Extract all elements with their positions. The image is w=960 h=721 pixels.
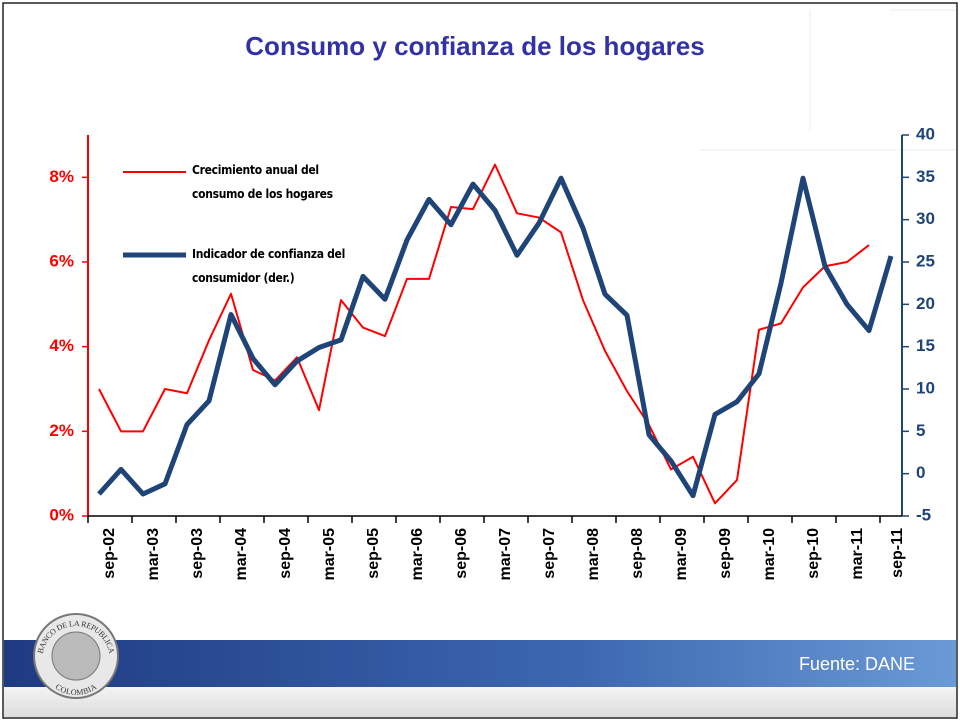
x-tick-label: mar-10	[761, 528, 778, 581]
y2-tick-label: 40	[916, 124, 935, 143]
x-tick-label: mar-08	[585, 528, 602, 581]
series-line	[97, 175, 894, 499]
chart-title: Consumo y confianza de los hogares	[245, 31, 704, 61]
y2-tick-label: 30	[916, 209, 935, 228]
y2-tick-label: 15	[916, 336, 935, 355]
x-tick-label: sep-11	[889, 528, 906, 578]
x-tick-label: sep-04	[277, 528, 294, 579]
legend-label: Indicador de confianza del consumidor (d…	[192, 247, 345, 285]
legend-label: Crecimiento anual del consumo de los hog…	[192, 163, 333, 201]
x-tick-label: sep-10	[805, 528, 822, 579]
x-tick-label: sep-07	[541, 528, 558, 579]
source: Fuente: DANE	[799, 654, 915, 674]
x-tick-label: mar-05	[321, 528, 338, 581]
footer-bg	[4, 687, 956, 717]
logo-center	[51, 631, 101, 681]
y2-tick-label: 35	[916, 167, 935, 186]
x-tick-label: sep-06	[453, 528, 470, 579]
x-tick-label: mar-04	[233, 528, 250, 581]
x-tick-label: mar-06	[409, 528, 426, 581]
y2-tick-label: 5	[916, 421, 925, 440]
y-tick-label: 6%	[49, 251, 74, 270]
y2-tick-label: 25	[916, 251, 935, 270]
y-tick-label: 4%	[49, 336, 74, 355]
logo-text-bottom: COLOMBIA	[54, 682, 98, 697]
footer-band	[4, 640, 956, 687]
y2-tick-label: 0	[916, 463, 925, 482]
x-tick-label: mar-07	[497, 528, 514, 581]
y2-tick-label: 20	[916, 294, 935, 313]
x-tick-label: sep-05	[365, 528, 382, 579]
y-tick-label: 8%	[49, 167, 74, 186]
x-tick-label: sep-03	[189, 528, 206, 579]
y-tick-label: 0%	[49, 505, 74, 524]
x-tick-label: sep-08	[629, 528, 646, 579]
x-tick-label: sep-02	[101, 528, 118, 579]
x-tick-label: sep-09	[717, 528, 734, 579]
x-tick-label: mar-11	[849, 528, 866, 580]
decor	[700, 9, 955, 151]
y2-tick-label: 10	[916, 378, 935, 397]
logo-text: COLOMBIA	[54, 682, 98, 697]
y-tick-label: 2%	[49, 421, 74, 440]
series-line	[98, 163, 870, 505]
x-tick-label: mar-09	[673, 528, 690, 581]
x-tick-label: mar-03	[145, 528, 162, 581]
y2-tick-label: -5	[916, 505, 931, 524]
